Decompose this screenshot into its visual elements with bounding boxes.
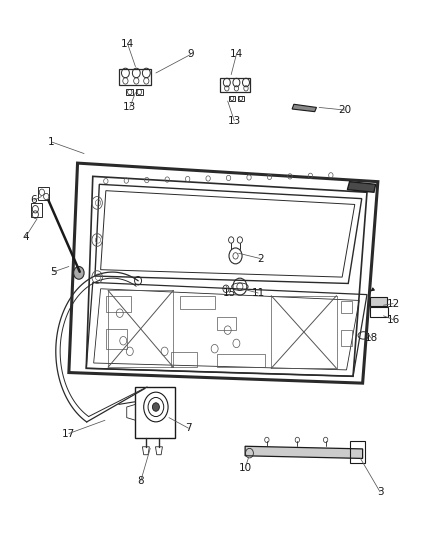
Bar: [180, 296, 215, 309]
Text: 17: 17: [62, 429, 75, 439]
Text: 4: 4: [22, 232, 28, 243]
Bar: [217, 317, 237, 330]
Text: 18: 18: [365, 333, 378, 343]
Text: 11: 11: [251, 288, 265, 298]
Text: 6: 6: [31, 195, 37, 205]
Circle shape: [152, 403, 159, 411]
Bar: [106, 328, 127, 349]
Text: 20: 20: [339, 105, 352, 115]
Circle shape: [74, 266, 84, 279]
Polygon shape: [371, 297, 387, 306]
Polygon shape: [245, 446, 363, 458]
Text: 7: 7: [185, 423, 192, 433]
Bar: [341, 302, 352, 313]
Text: 3: 3: [377, 487, 383, 497]
Text: 13: 13: [228, 116, 241, 126]
Text: 10: 10: [239, 463, 252, 473]
Text: 1: 1: [48, 137, 55, 147]
Polygon shape: [292, 104, 317, 112]
Bar: [171, 352, 197, 367]
Bar: [341, 330, 352, 346]
Text: 12: 12: [386, 298, 400, 309]
Text: 2: 2: [257, 254, 264, 263]
Bar: [217, 354, 265, 367]
Text: 13: 13: [123, 102, 136, 112]
Text: 14: 14: [121, 39, 134, 49]
Text: 15: 15: [223, 288, 237, 298]
Text: 16: 16: [386, 314, 400, 325]
Text: 8: 8: [138, 477, 144, 486]
Text: 14: 14: [230, 50, 243, 59]
Bar: [106, 296, 131, 312]
Text: 9: 9: [187, 50, 194, 59]
Polygon shape: [347, 182, 376, 192]
Text: 5: 5: [50, 267, 57, 277]
